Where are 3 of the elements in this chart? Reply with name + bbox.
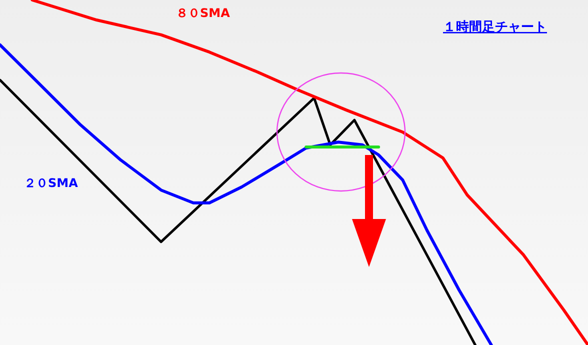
text: １時間足チャート xyxy=(443,20,547,35)
series-label: ８０SMA xyxy=(176,6,231,20)
text: ２０SMA xyxy=(24,176,79,190)
